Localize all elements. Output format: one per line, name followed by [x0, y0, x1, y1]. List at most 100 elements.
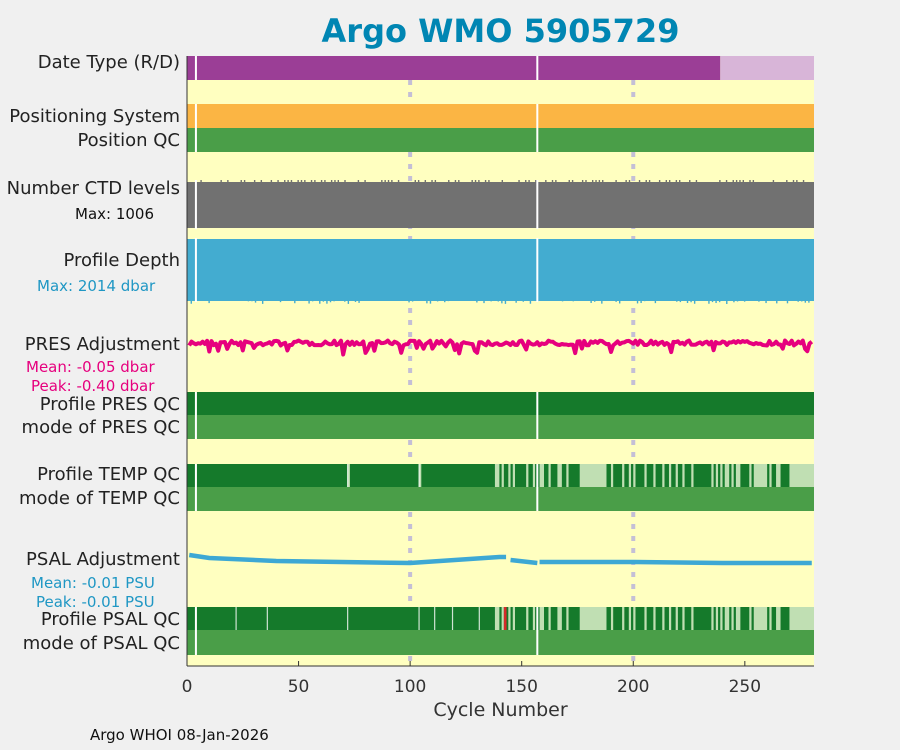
ctd-levels-spike: [300, 180, 303, 185]
ctd-levels-spike: [675, 180, 678, 185]
profile-psal-qc-light: [776, 607, 781, 630]
profile-depth-spike: [333, 300, 335, 302]
profile-depth-spike: [808, 300, 810, 303]
psal-adjustment-peak: Peak: -0.01 PSU: [36, 593, 155, 611]
ctd-levels-spike: [240, 180, 242, 184]
profile-psal-qc-light: [579, 607, 607, 630]
ctd-levels-spike: [384, 180, 386, 183]
profile-depth-spike: [615, 300, 617, 302]
ctd-levels-spike: [625, 180, 627, 184]
profile-depth-spike: [279, 300, 282, 303]
ctd-levels-spike: [719, 180, 721, 185]
date-type-segment: [187, 56, 721, 80]
profile-temp-qc-light: [644, 464, 647, 487]
psal-adjustment-line: [539, 559, 812, 566]
profile-depth-spike: [447, 300, 450, 302]
profile-psal-qc-light: [557, 607, 562, 630]
profile-psal-qc-light: [512, 607, 516, 630]
profile-psal-qc-light: [548, 607, 551, 630]
ctd-levels-spike: [424, 180, 427, 185]
profile-depth-spike: [326, 300, 328, 304]
profile-depth-spike: [529, 300, 532, 304]
ctd-levels-spike: [434, 180, 437, 184]
label-date-type: Date Type (R/D): [37, 52, 180, 73]
profile-psal-qc-light: [566, 607, 569, 630]
profile-depth-spike: [590, 300, 592, 303]
psal-adjustment-mean: Mean: -0.01 PSU: [31, 574, 155, 592]
ctd-levels-spike: [615, 180, 617, 185]
profile-psal-qc-light: [769, 607, 772, 630]
profile-depth-spike: [426, 300, 428, 304]
ctd-levels-spike: [357, 180, 360, 183]
profile-psal-qc-light: [610, 607, 614, 630]
profile-psal-qc-light: [628, 607, 632, 630]
label-mode-psal-qc: mode of PSAL QC: [22, 633, 180, 654]
ctd-levels-spike: [585, 180, 587, 185]
profile-depth-spike: [311, 300, 314, 302]
ctd-levels-spike: [270, 180, 273, 184]
pres-adjustment-line: [187, 338, 814, 357]
profile-depth-spike: [319, 300, 321, 304]
profile-depth-spike: [693, 300, 696, 304]
profile-psal-qc-light: [789, 607, 814, 630]
profile-psal-qc-light: [691, 607, 694, 630]
profile-psal-qc-light: [508, 607, 511, 630]
ctd-levels-spike: [518, 180, 520, 185]
profile-psal-qc-light: [715, 607, 719, 630]
profile-psal-qc-light: [675, 607, 678, 630]
profile-depth-spike: [329, 300, 332, 303]
mode-psal-qc-segment: [187, 630, 814, 655]
profile-temp-qc-light: [610, 464, 614, 487]
ctd-levels-spike: [568, 180, 570, 185]
profile-psal-qc-light: [532, 607, 536, 630]
ctd-levels-spike: [535, 180, 537, 184]
profile-depth-spike: [786, 300, 789, 304]
label-profile-pres-qc: Profile PRES QC: [39, 394, 180, 415]
ctd-levels-spike: [314, 180, 316, 185]
ctd-levels-spike: [749, 180, 751, 185]
profile-depth-spike: [676, 300, 678, 302]
ctd-levels-spike: [284, 180, 286, 183]
psal-adjustment-line: [510, 557, 538, 566]
profile-psal-qc-light: [501, 607, 504, 630]
profile-temp-qc-light: [526, 464, 529, 487]
ctd-levels-spike: [739, 180, 741, 183]
profile-depth-spike: [726, 300, 728, 304]
profile-temp-qc-light: [735, 464, 741, 487]
profile-psal-qc-light: [668, 607, 672, 630]
ctd-levels-spike: [391, 180, 393, 184]
profile-psal-qc-light: [711, 607, 714, 630]
ctd-levels-spike: [381, 180, 383, 184]
ctd-levels-spike: [484, 180, 487, 183]
profile-depth-spike: [347, 300, 350, 304]
ctd-levels-spike: [277, 180, 279, 185]
profile-temp-qc-light: [662, 464, 665, 487]
profile-psal-qc-light: [749, 607, 752, 630]
profile-temp-qc-light: [347, 464, 350, 487]
ctd-levels-spike: [802, 180, 805, 183]
label-mode-temp-qc: mode of TEMP QC: [18, 488, 180, 509]
profile-psal-qc-light: [724, 607, 727, 630]
ctd-levels-spike: [397, 180, 400, 184]
ctd-levels-spike: [602, 180, 604, 183]
profile-temp-qc-light: [557, 464, 562, 487]
profile-psal-qc-light: [753, 607, 768, 630]
profile-depth-spike: [690, 300, 692, 303]
profile-depth-spike: [743, 300, 746, 302]
profile-depth-spike: [483, 300, 485, 304]
profile-depth-spike: [733, 300, 735, 303]
x-tick-label: 150: [505, 677, 537, 697]
profile-depth-max: Max: 2014 dbar: [37, 277, 156, 295]
ctd-levels-spike: [330, 180, 333, 184]
profile-psal-qc-light: [735, 607, 741, 630]
psal-adjustment-line: [188, 552, 507, 566]
profile-temp-qc-light: [566, 464, 569, 487]
mode-temp-qc-segment: [187, 487, 814, 511]
ctd-levels-spike: [551, 180, 554, 185]
ctd-levels-spike: [387, 180, 390, 185]
ctd-levels-spike: [431, 180, 433, 184]
profile-depth-spike: [758, 300, 760, 302]
profile-temp-qc-light: [532, 464, 536, 487]
chart-title: Argo WMO 5905729: [321, 12, 680, 50]
ctd-levels-spike: [668, 180, 671, 185]
